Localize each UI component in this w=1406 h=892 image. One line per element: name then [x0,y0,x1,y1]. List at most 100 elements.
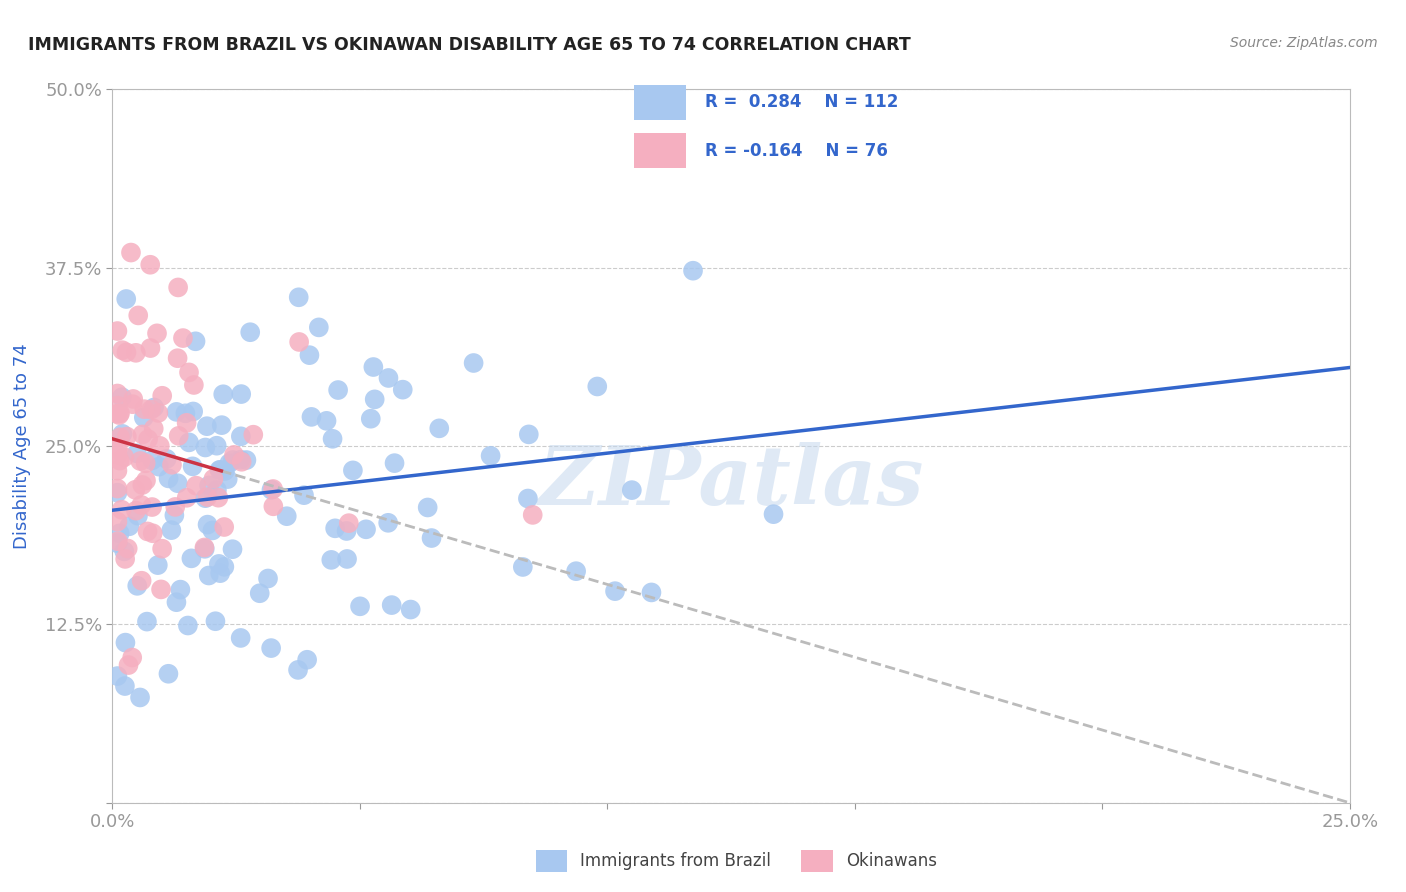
Point [287,290,309,304]
Point [377,516,399,530]
Point [207,491,229,505]
Point [115,345,138,359]
Point [157,471,180,485]
Point [208,557,231,571]
Point [107,407,129,421]
Point [204,614,226,628]
Point [194,491,217,505]
Point [242,427,264,442]
Point [139,341,162,355]
Point [177,365,200,379]
Point [139,258,162,272]
Point [326,383,349,397]
Point [209,566,232,581]
Point [416,500,439,515]
Point [208,463,231,477]
Point [107,534,129,549]
Point [231,455,253,469]
Point [391,383,413,397]
Point [205,439,228,453]
Point [214,464,236,478]
Point [603,584,626,599]
Point [321,553,343,567]
Point [107,482,129,496]
Point [114,635,136,649]
Point [166,351,188,366]
Point [163,508,186,523]
Point [134,402,156,417]
Point [292,488,315,502]
Point [132,410,155,425]
Point [150,582,173,597]
Point [337,516,360,530]
Point [131,478,153,492]
Point [184,334,207,349]
Point [150,541,173,556]
Point [195,490,218,504]
Point [107,447,129,461]
Point [194,541,217,556]
Point [174,406,197,420]
Point [176,416,198,430]
Point [181,459,204,474]
Point [135,474,157,488]
Point [111,390,134,404]
Point [160,458,183,472]
Point [565,564,588,578]
Point [195,419,218,434]
Point [201,524,224,538]
Point [360,411,382,425]
Point [112,450,135,464]
Point [108,526,131,541]
Point [177,435,200,450]
Point [108,408,131,422]
Point [193,541,215,555]
Text: R =  0.284    N = 112: R = 0.284 N = 112 [706,94,898,112]
Point [260,641,283,656]
Point [142,526,165,541]
Point [107,536,129,550]
Point [149,439,172,453]
Point [214,559,236,574]
Point [107,399,129,413]
Point [107,386,129,401]
Point [377,371,399,385]
Point [640,585,662,599]
Point [165,595,187,609]
Point [363,392,385,407]
Point [221,542,243,557]
Point [150,389,173,403]
Point [349,599,371,614]
Point [117,541,139,556]
Point [342,463,364,477]
Point [384,456,406,470]
Point [136,432,159,446]
Point [335,524,357,538]
Text: IMMIGRANTS FROM BRAZIL VS OKINAWAN DISABILITY AGE 65 TO 74 CORRELATION CHART: IMMIGRANTS FROM BRAZIL VS OKINAWAN DISAB… [28,36,911,54]
Point [301,409,323,424]
Point [121,650,143,665]
Point [142,422,165,436]
Point [463,356,485,370]
Point [167,429,190,443]
Bar [634,134,686,168]
Point [141,402,163,417]
Text: Immigrants from Brazil: Immigrants from Brazil [581,852,770,870]
Point [229,452,252,467]
Text: Source: ZipAtlas.com: Source: ZipAtlas.com [1230,36,1378,50]
Point [125,503,148,517]
Point [308,320,330,334]
Point [257,572,280,586]
Point [148,406,170,420]
Point [111,343,134,358]
Point [231,387,253,401]
Point [762,507,785,521]
Point [127,508,149,523]
Point [136,524,159,539]
Point [262,482,284,496]
Point [107,464,129,478]
Point [420,531,443,545]
Point [198,478,221,492]
Point [166,476,188,491]
Y-axis label: Disability Age 65 to 74: Disability Age 65 to 74 [13,343,31,549]
